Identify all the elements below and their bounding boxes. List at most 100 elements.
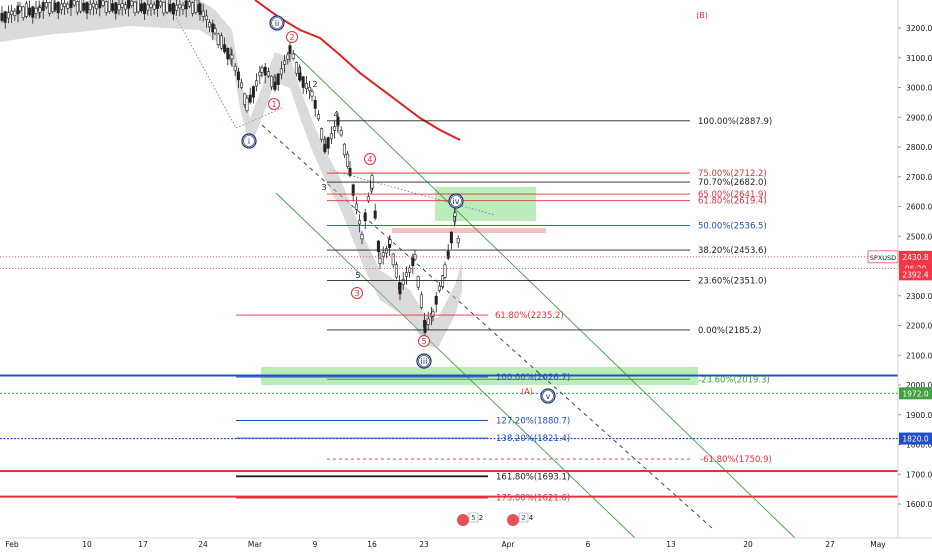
price-tick-label: 1600.0 <box>906 500 932 509</box>
wave-label-(A): (A) <box>521 387 533 396</box>
candle-body <box>3 11 7 23</box>
wave-label-2: 2 <box>286 31 298 43</box>
price-tick-label: 2500.0 <box>906 232 932 241</box>
candle-body <box>258 71 262 77</box>
fib-level-label: 100.00%(2887.9) <box>698 117 772 127</box>
candle-body <box>323 144 327 152</box>
candle-body <box>423 321 427 333</box>
wave-label-text: i <box>248 137 250 146</box>
fib-level-label: -61.80%(1750.9) <box>700 455 772 465</box>
candle-body <box>449 231 453 244</box>
candle-body <box>273 81 277 90</box>
price-tick-label: 3000.0 <box>906 84 932 93</box>
candle-body <box>354 203 358 210</box>
candle-body <box>24 3 28 17</box>
time-tick-label: Feb <box>5 540 19 549</box>
candle-body <box>398 282 402 295</box>
price-badge-bg <box>899 268 932 281</box>
wave-label-4: 4 <box>364 153 376 165</box>
candle-body <box>233 65 237 71</box>
candle-body <box>111 3 115 12</box>
wave-label-(B): (B) <box>696 11 708 20</box>
wave-label-i: i <box>241 133 257 149</box>
flag-sub: 4 <box>529 514 534 522</box>
candle-body <box>41 2 45 11</box>
candle-body <box>333 126 337 131</box>
candle-body <box>79 0 83 12</box>
candle-body <box>223 44 227 53</box>
wave-label-text: iv <box>453 197 460 206</box>
candle-body <box>31 6 35 18</box>
wave-label-text: (A) <box>521 387 533 396</box>
candle-body <box>120 3 124 8</box>
wave-circle-inner <box>243 135 255 147</box>
wave-label-5: 5 <box>418 335 430 347</box>
candle-body <box>260 67 264 73</box>
candle-body <box>381 252 385 257</box>
volatility-band <box>0 0 462 348</box>
wave-label-text: 2 <box>312 80 317 89</box>
candle-body <box>226 47 230 60</box>
fib-extension-label: 161.80%(1693.1) <box>496 472 570 482</box>
candle-body <box>304 83 308 89</box>
candle-body <box>404 272 408 277</box>
candle-body <box>426 318 430 325</box>
wave-circle <box>364 153 376 165</box>
candle-body <box>155 0 159 9</box>
price-badge-bg <box>899 432 932 445</box>
wave-label-3: 3 <box>321 183 326 192</box>
candle-body <box>351 184 355 196</box>
candle-body <box>85 2 89 14</box>
candle-body <box>133 1 137 14</box>
wave-label-1: 1 <box>268 98 280 110</box>
candle-body <box>384 248 388 254</box>
fib-extension-label: 175.00%(1621.6) <box>496 494 570 504</box>
time-tick-label: 16 <box>367 540 377 549</box>
candle-body <box>184 0 188 10</box>
candle-body <box>294 62 298 74</box>
flag-text: 5 <box>471 514 475 522</box>
candle-body <box>441 275 445 287</box>
wave-label-text: 5 <box>355 271 360 280</box>
fib-level-label: 61.80%(2619.4) <box>698 197 767 207</box>
candle-body <box>419 294 423 308</box>
candle-body <box>82 3 86 11</box>
candle-body <box>88 3 92 10</box>
candle-body <box>194 0 198 13</box>
price-tick-label: 2800.0 <box>906 143 932 152</box>
price-badge-value: 2430.8 <box>902 253 928 262</box>
candle-body <box>0 13 4 21</box>
candle-body <box>143 2 147 15</box>
wave-label-text: 1 <box>271 100 276 109</box>
price-badge-bg <box>899 250 932 263</box>
time-axis-bg <box>0 538 932 550</box>
candle-body <box>44 2 48 8</box>
candle-body <box>53 2 57 11</box>
candle-body <box>191 2 195 14</box>
candle-body <box>288 45 292 54</box>
candle-body <box>416 276 420 288</box>
candle-body <box>286 54 290 60</box>
wave-circle <box>540 388 556 404</box>
time-tick-label: 20 <box>743 540 753 549</box>
wave-circle <box>351 287 363 299</box>
dotted-trend-b <box>167 1 237 129</box>
price-badge-sym: SPXUSD 2430.8 <box>867 250 932 264</box>
wave-circle <box>416 353 432 369</box>
candle-body <box>216 33 220 45</box>
plot-layer: 100.00%(2887.9) 75.00%(2712.2)70.70%(2682… <box>0 0 898 539</box>
channel-upper-line <box>292 51 796 539</box>
candle-body <box>168 3 172 12</box>
time-axis: Feb 10 17 24 Mar 9 16 23 Apr 6 13 20 27 May <box>0 537 932 550</box>
candle-body <box>320 128 324 140</box>
wave-circle <box>241 133 257 149</box>
price-badge-value: 1820.0 <box>902 435 928 444</box>
candle-body <box>316 114 320 120</box>
flag-text: 2 <box>521 514 525 522</box>
wave-label-text: 3 <box>321 183 326 192</box>
price-badge-value: 2392.4 <box>902 270 928 279</box>
candle-body <box>263 66 267 76</box>
candle-body <box>310 91 314 97</box>
